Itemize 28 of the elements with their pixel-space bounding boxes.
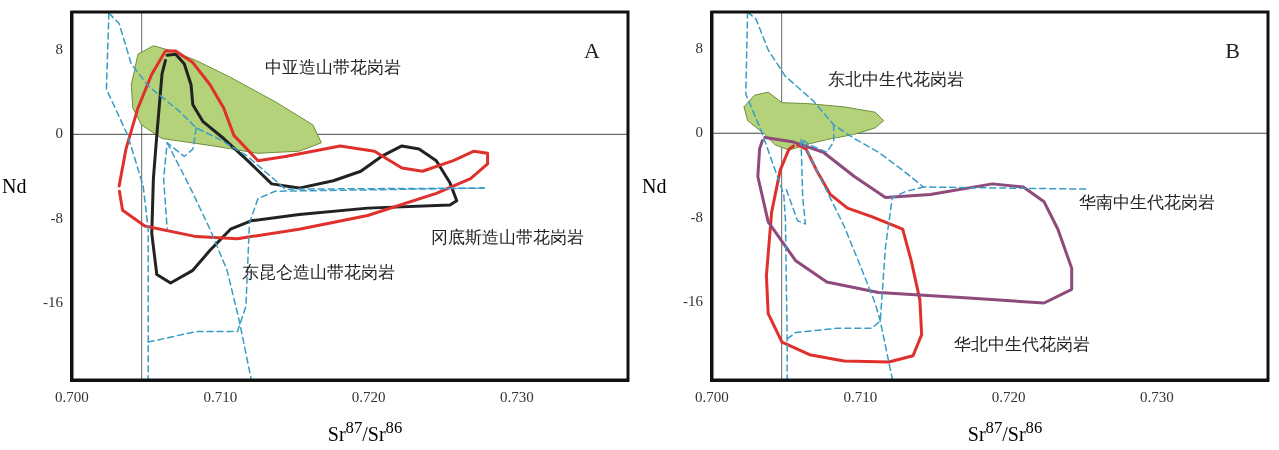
y-tick-label: 0 bbox=[695, 124, 703, 141]
x-tick-label: 0.730 bbox=[499, 388, 534, 405]
y-axis-title: Nd bbox=[642, 175, 667, 198]
x-tick-label: 0.720 bbox=[351, 388, 386, 405]
annotation: 中亚造山带花岗岩 bbox=[264, 56, 401, 77]
x-tick-label: 0.700 bbox=[55, 388, 89, 405]
annotation: 冈底斯造山带花岗岩 bbox=[430, 227, 584, 248]
y-tick-label: 8 bbox=[55, 40, 63, 57]
y-axis-title: Nd bbox=[2, 175, 27, 198]
x-axis-title: Sr$^{87}$/Sr$^{86}$ bbox=[966, 418, 1044, 446]
annotation: A bbox=[584, 37, 601, 63]
y-tick-label: 0 bbox=[55, 125, 63, 142]
x-tick-label: 0.720 bbox=[991, 388, 1026, 405]
annotation: B bbox=[1225, 37, 1240, 63]
y-tick-label: 8 bbox=[695, 39, 703, 56]
y-tick-label: -16 bbox=[43, 293, 64, 310]
y-tick-label: -8 bbox=[690, 208, 703, 225]
y-tick-label: -16 bbox=[683, 292, 704, 309]
annotation: 华南中生代花岗岩 bbox=[1079, 191, 1216, 212]
x-axis-title: Sr$^{87}$/Sr$^{86}$ bbox=[326, 418, 404, 446]
annotation: 东昆仑造山带花岗岩 bbox=[241, 262, 395, 283]
y-tick-label: -8 bbox=[50, 209, 63, 226]
annotation: 华北中生代花岗岩 bbox=[953, 333, 1090, 354]
x-tick-label: 0.710 bbox=[203, 388, 238, 405]
annotation: 东北中生代花岗岩 bbox=[828, 68, 965, 89]
x-tick-label: 0.700 bbox=[695, 388, 729, 405]
x-tick-label: 0.730 bbox=[1139, 388, 1174, 405]
x-tick-label: 0.710 bbox=[843, 388, 878, 405]
